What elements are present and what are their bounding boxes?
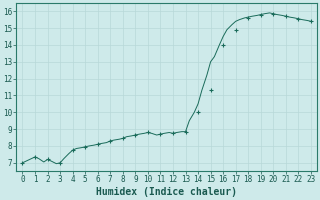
X-axis label: Humidex (Indice chaleur): Humidex (Indice chaleur): [96, 187, 237, 197]
